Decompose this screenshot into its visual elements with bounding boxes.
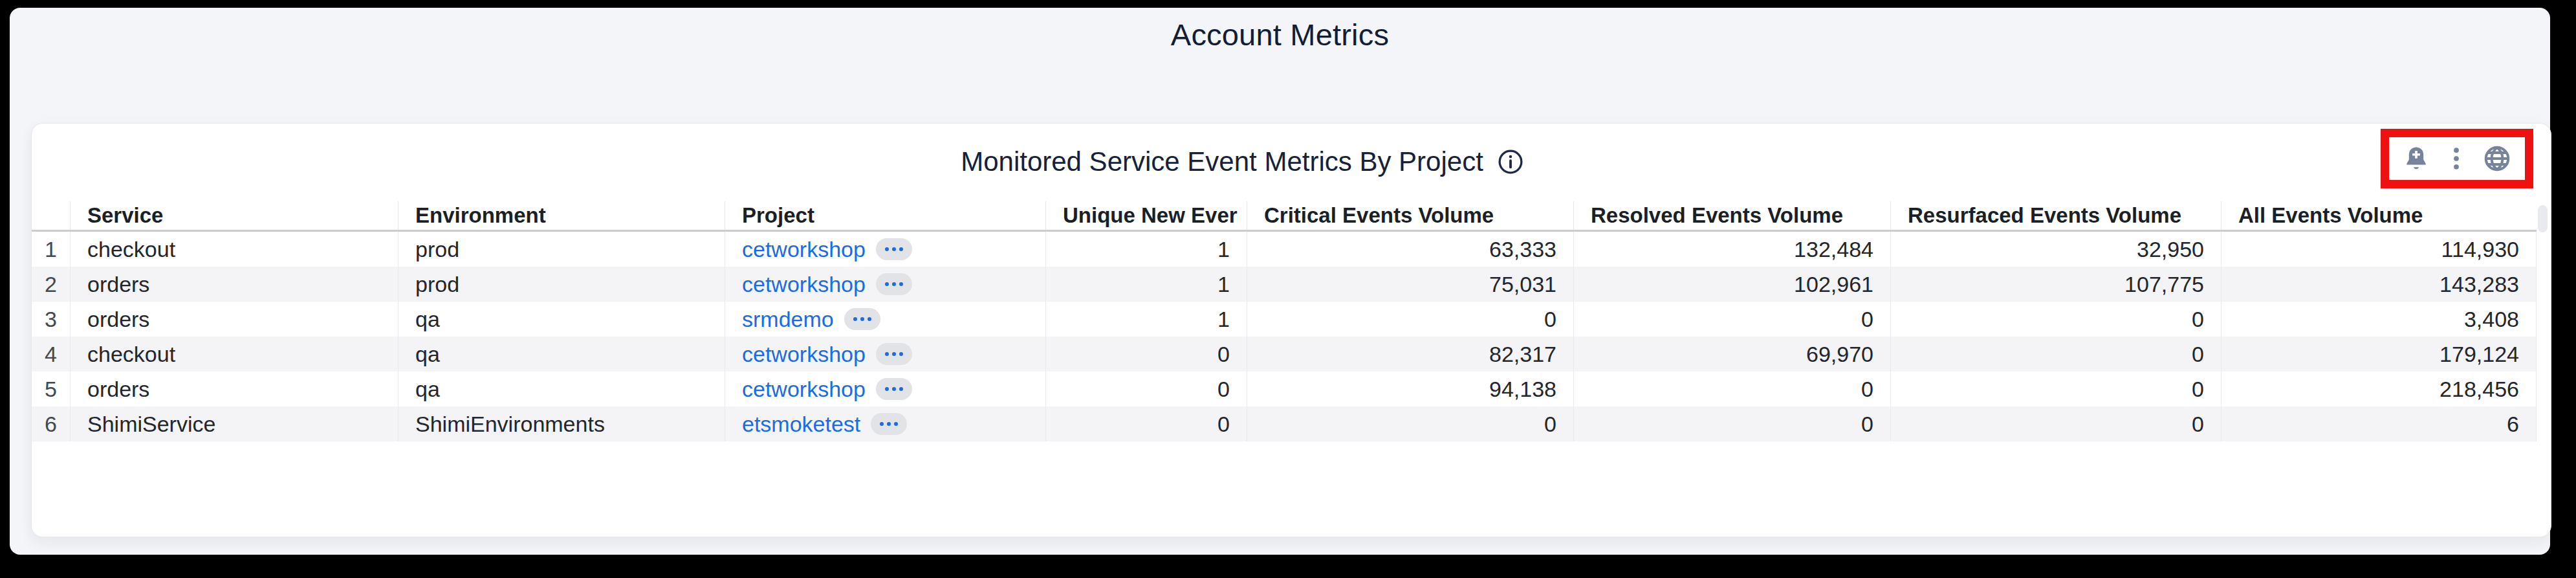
- table-row: 5 orders qa cetworkshop 0 94,138 0 0 218…: [32, 372, 2537, 406]
- cell-resolved-events: 132,484: [1573, 232, 1890, 267]
- project-ellipsis-badge[interactable]: [844, 308, 880, 330]
- project-link[interactable]: cetworkshop: [742, 377, 866, 402]
- project-link[interactable]: cetworkshop: [742, 342, 866, 367]
- cell-service: ShimiService: [70, 406, 398, 441]
- cell-resolved-events: 0: [1573, 372, 1890, 406]
- cell-critical-events: 0: [1247, 302, 1573, 337]
- cell-resolved-events: 0: [1573, 302, 1890, 337]
- cell-project: cetworkshop: [725, 232, 1045, 267]
- cell-all-events: 3,408: [2221, 302, 2537, 337]
- header-environment[interactable]: Environment: [398, 201, 725, 230]
- project-ellipsis-badge[interactable]: [871, 413, 907, 435]
- scrollbar-thumb[interactable]: [2538, 205, 2548, 232]
- cell-resurfaced-events: 32,950: [1890, 232, 2221, 267]
- cell-resolved-events: 102,961: [1573, 267, 1890, 302]
- cell-unique-new-events: 0: [1045, 406, 1247, 441]
- cell-resurfaced-events: 0: [1890, 372, 2221, 406]
- cell-resurfaced-events: 107,775: [1890, 267, 2221, 302]
- metrics-table: Service Environment Project Unique New E…: [32, 201, 2537, 441]
- cell-environment: qa: [398, 372, 725, 406]
- project-link[interactable]: etsmoketest: [742, 412, 860, 437]
- cell-environment: qa: [398, 302, 725, 337]
- project-link[interactable]: cetworkshop: [742, 237, 866, 262]
- header-service[interactable]: Service: [70, 201, 398, 230]
- header-resurfaced-events[interactable]: Resurfaced Events Volume: [1890, 201, 2221, 230]
- cell-environment: ShimiEnvironments: [398, 406, 725, 441]
- cell-resurfaced-events: 0: [1890, 302, 2221, 337]
- row-number: 3: [32, 302, 70, 337]
- cell-service: orders: [70, 302, 398, 337]
- table-row: 4 checkout qa cetworkshop 0 82,317 69,97…: [32, 337, 2537, 372]
- annotation-highlight-box: [2381, 129, 2533, 188]
- panel-title: Monitored Service Event Metrics By Proje…: [961, 144, 1483, 179]
- cell-project: cetworkshop: [725, 337, 1045, 372]
- project-link[interactable]: srmdemo: [742, 307, 834, 332]
- table-header-row: Service Environment Project Unique New E…: [32, 201, 2537, 232]
- row-number: 6: [32, 406, 70, 441]
- cell-resolved-events: 0: [1573, 406, 1890, 441]
- table-row: 1 checkout prod cetworkshop 1 63,333 132…: [32, 232, 2537, 267]
- cell-environment: prod: [398, 232, 725, 267]
- table-body: 1 checkout prod cetworkshop 1 63,333 132…: [32, 232, 2537, 441]
- header-unique-new-events[interactable]: Unique New Ever: [1045, 201, 1247, 230]
- panel-header: Monitored Service Event Metrics By Proje…: [32, 144, 2454, 179]
- cell-all-events: 143,283: [2221, 267, 2537, 302]
- cell-critical-events: 63,333: [1247, 232, 1573, 267]
- table-row: 6 ShimiService ShimiEnvironments etsmoke…: [32, 406, 2537, 441]
- cell-project: cetworkshop: [725, 372, 1045, 406]
- table-row: 3 orders qa srmdemo 1 0 0 0 3,408: [32, 302, 2537, 337]
- cell-resolved-events: 69,970: [1573, 337, 1890, 372]
- cell-project: srmdemo: [725, 302, 1045, 337]
- cell-all-events: 114,930: [2221, 232, 2537, 267]
- monitored-service-event-metrics-panel: Monitored Service Event Metrics By Proje…: [31, 123, 2551, 537]
- header-resolved-events[interactable]: Resolved Events Volume: [1573, 201, 1890, 230]
- row-number: 4: [32, 337, 70, 372]
- project-ellipsis-badge[interactable]: [876, 343, 912, 365]
- row-number: 1: [32, 232, 70, 267]
- cell-critical-events: 82,317: [1247, 337, 1573, 372]
- cell-resurfaced-events: 0: [1890, 337, 2221, 372]
- cell-all-events: 179,124: [2221, 337, 2537, 372]
- cell-resurfaced-events: 0: [1890, 406, 2221, 441]
- cell-service: orders: [70, 267, 398, 302]
- kebab-menu-icon[interactable]: [2442, 144, 2471, 173]
- header-all-events[interactable]: All Events Volume: [2221, 201, 2537, 230]
- cell-critical-events: 75,031: [1247, 267, 1573, 302]
- row-number: 2: [32, 267, 70, 302]
- cell-critical-events: 94,138: [1247, 372, 1573, 406]
- project-ellipsis-badge[interactable]: [876, 273, 912, 295]
- row-number: 5: [32, 372, 70, 406]
- cell-critical-events: 0: [1247, 406, 1573, 441]
- cell-project: etsmoketest: [725, 406, 1045, 441]
- header-critical-events[interactable]: Critical Events Volume: [1247, 201, 1573, 230]
- header-project[interactable]: Project: [725, 201, 1045, 230]
- cell-unique-new-events: 0: [1045, 372, 1247, 406]
- header-unique-new-events-label: Unique New Ever: [1063, 203, 1238, 228]
- cell-service: orders: [70, 372, 398, 406]
- cell-environment: qa: [398, 337, 725, 372]
- cell-service: checkout: [70, 337, 398, 372]
- page-title: Account Metrics: [10, 16, 2550, 54]
- project-ellipsis-badge[interactable]: [876, 378, 912, 400]
- project-ellipsis-badge[interactable]: [876, 238, 912, 260]
- table-row: 2 orders prod cetworkshop 1 75,031 102,9…: [32, 267, 2537, 302]
- cell-all-events: 218,456: [2221, 372, 2537, 406]
- globe-icon[interactable]: [2482, 144, 2512, 173]
- cell-environment: prod: [398, 267, 725, 302]
- info-circle-icon[interactable]: [1496, 148, 1525, 176]
- bell-plus-icon[interactable]: [2402, 144, 2430, 173]
- project-link[interactable]: cetworkshop: [742, 272, 866, 297]
- header-row-number: [32, 201, 70, 230]
- cell-all-events: 6: [2221, 406, 2537, 441]
- cell-unique-new-events: 0: [1045, 337, 1247, 372]
- cell-project: cetworkshop: [725, 267, 1045, 302]
- cell-service: checkout: [70, 232, 398, 267]
- cell-unique-new-events: 1: [1045, 267, 1247, 302]
- dashboard-page: Account Metrics Monitored Service Event …: [10, 8, 2550, 555]
- cell-unique-new-events: 1: [1045, 232, 1247, 267]
- cell-unique-new-events: 1: [1045, 302, 1247, 337]
